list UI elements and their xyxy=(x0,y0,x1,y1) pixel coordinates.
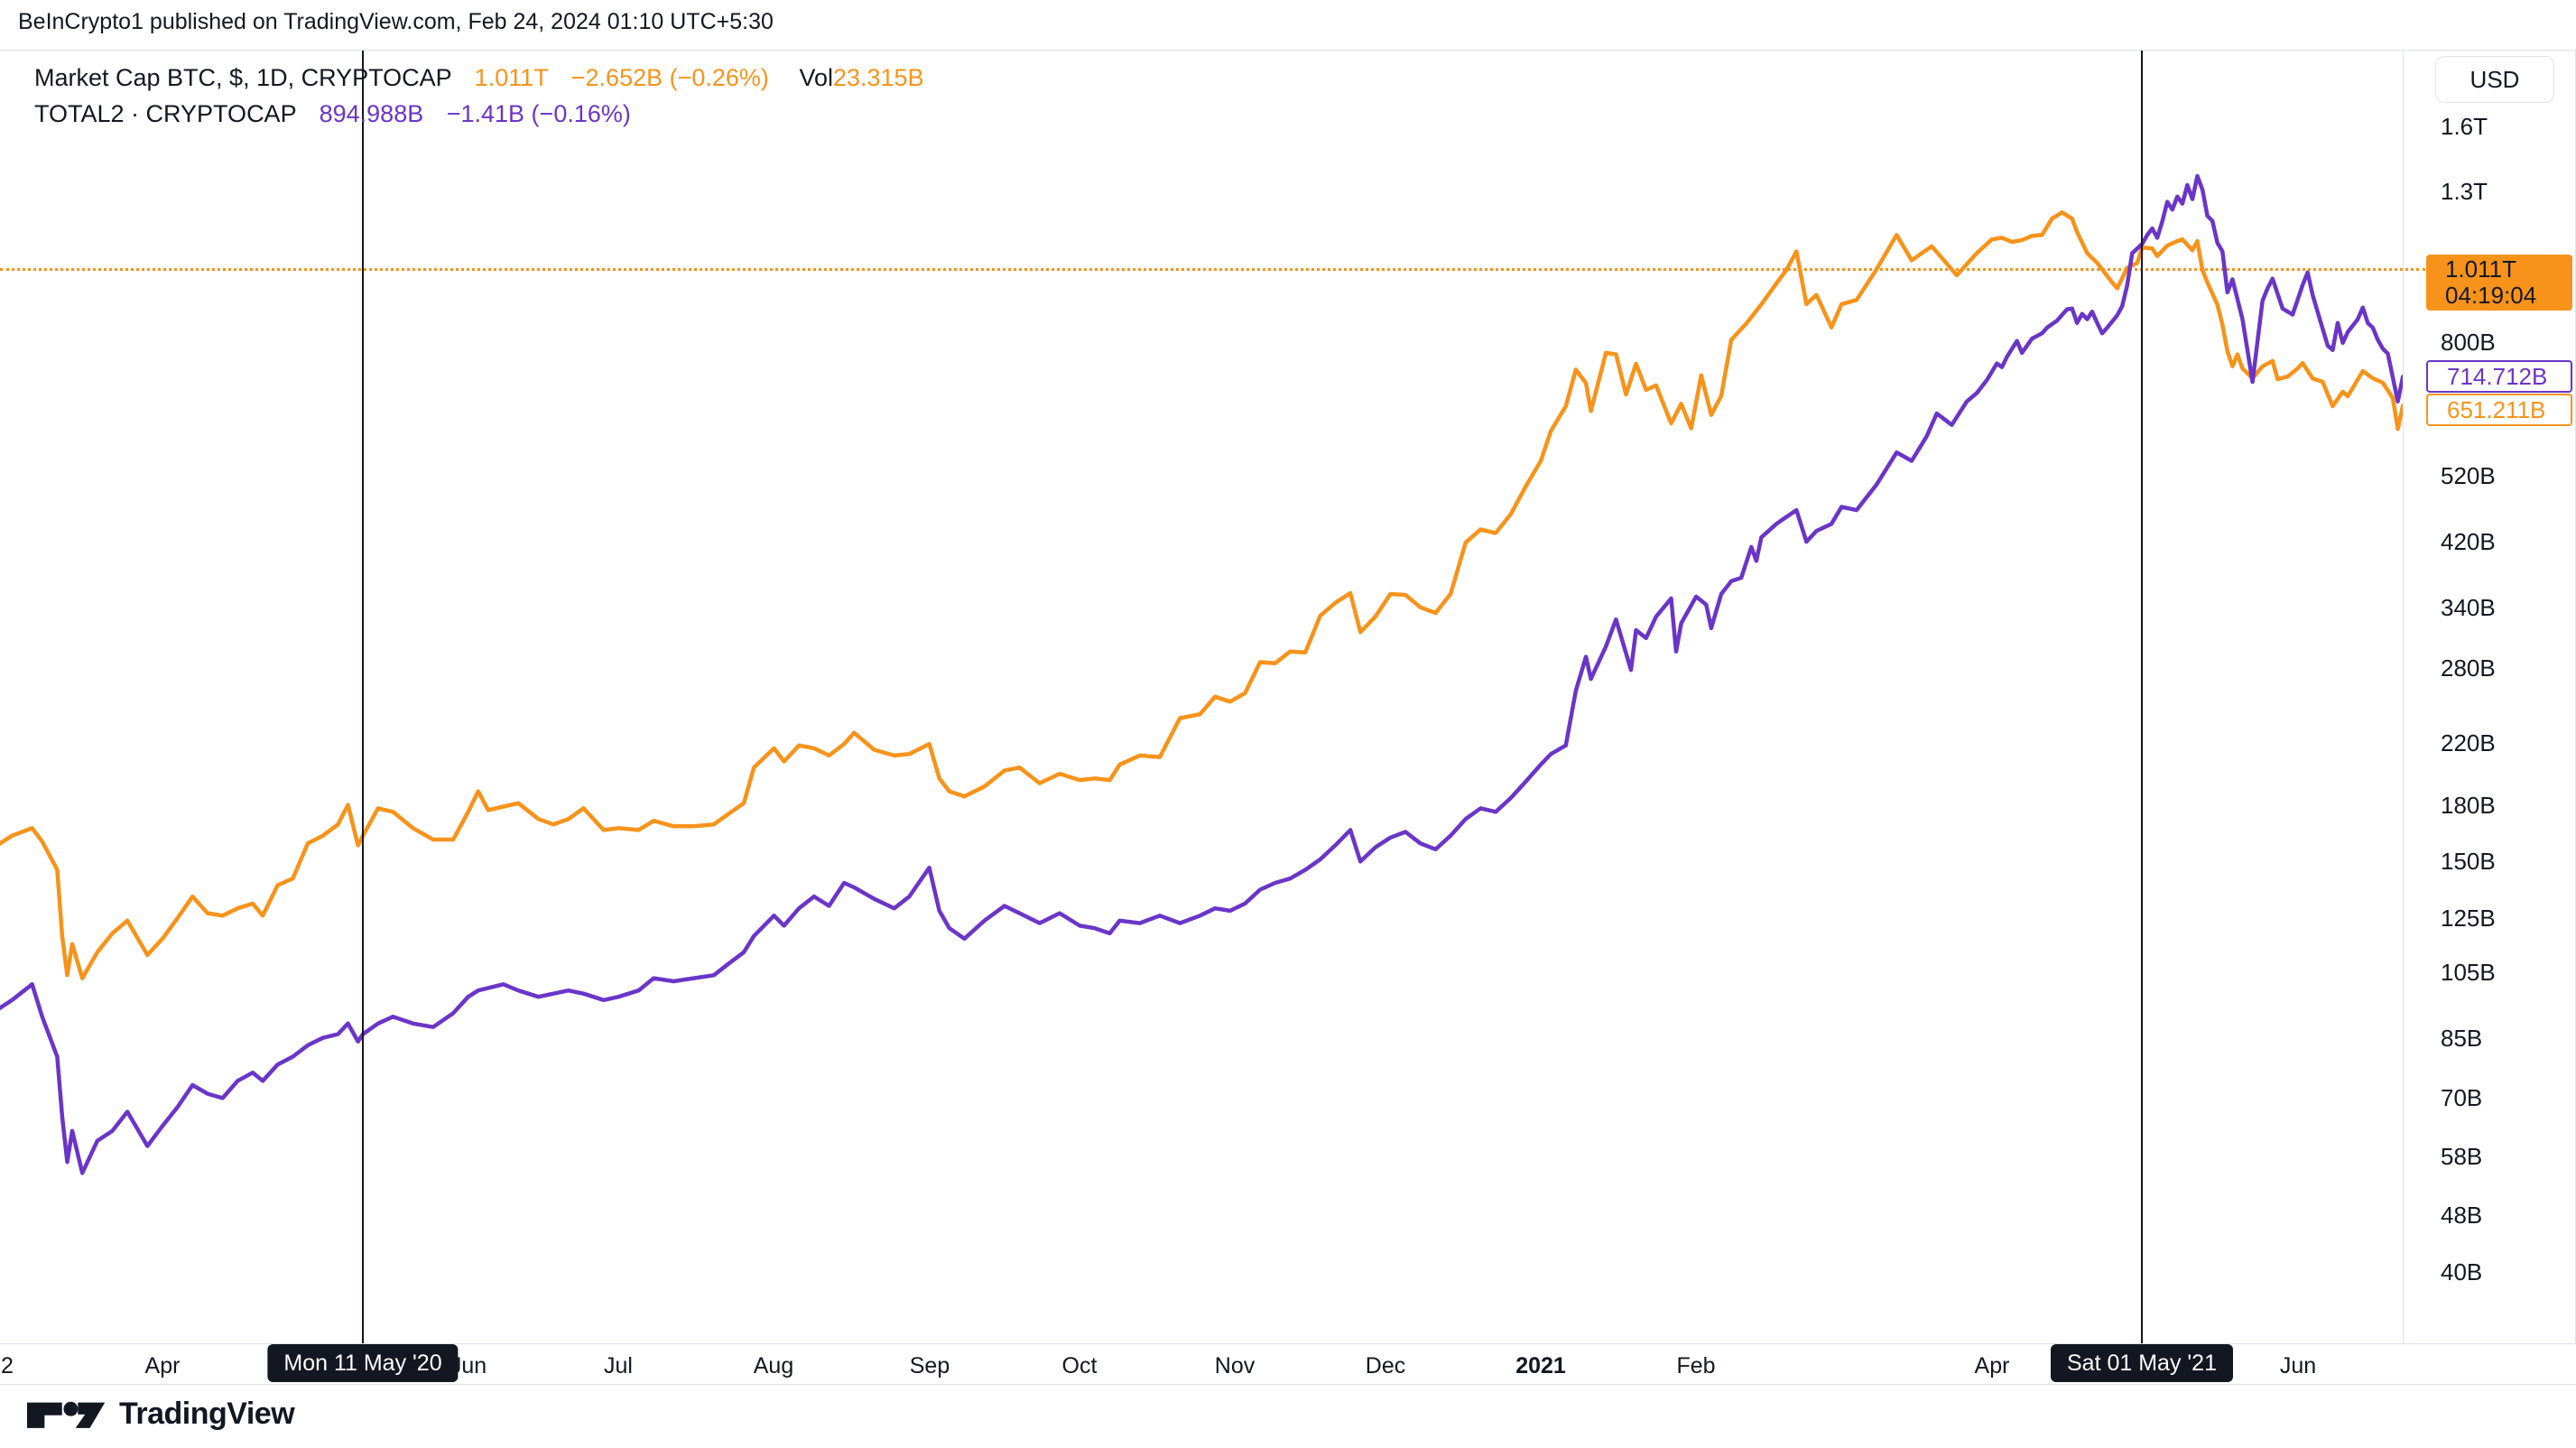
crosshair-line-2020-05-11 xyxy=(362,51,365,1343)
tradingview-branding[interactable]: TradingView xyxy=(27,1396,295,1432)
price-tick-85B: 85B xyxy=(2441,1024,2483,1052)
btc-marketcap-line xyxy=(0,210,2403,980)
tradingview-logo-icon xyxy=(27,1401,106,1428)
last-price-dotted-line xyxy=(0,268,2425,271)
countdown-timer: 04:19:04 xyxy=(2445,282,2537,309)
price-tick-800B: 800B xyxy=(2441,328,2496,356)
legend-row-btc[interactable]: Market Cap BTC, $, 1D, CRYPTOCAP 1.011T … xyxy=(34,60,924,96)
price-tick-340B: 340B xyxy=(2441,593,2496,621)
time-label-Dec: Dec xyxy=(1365,1353,1406,1378)
price-tick-1.6T: 1.6T xyxy=(2441,113,2488,141)
time-label-2: 2 xyxy=(1,1353,14,1378)
time-label-2021: 2021 xyxy=(1515,1353,1566,1378)
price-tick-40B: 40B xyxy=(2441,1258,2483,1286)
crosshair-line-2021-05-01 xyxy=(2141,51,2144,1343)
time-scale-axis[interactable]: 2 Apr Jun Jul Aug Sep Oct Nov Dec 2021 Feb Apr Jun M… xyxy=(0,1343,2576,1384)
legend-btc-value: 1.011T xyxy=(474,64,549,91)
price-tick-1.3T: 1.3T xyxy=(2441,177,2488,205)
time-label-Apr: Apr xyxy=(144,1353,181,1378)
legend-total2-value: 894.988B xyxy=(319,100,424,127)
time-label-Nov: Nov xyxy=(1214,1353,1256,1378)
price-tick-58B: 58B xyxy=(2441,1143,2483,1171)
price-tick-48B: 48B xyxy=(2441,1202,2483,1230)
chart-top-border xyxy=(0,50,2576,51)
time-label-Jul: Jul xyxy=(604,1353,633,1378)
price-tick-220B: 220B xyxy=(2441,729,2496,756)
price-tick-420B: 420B xyxy=(2441,528,2496,556)
legend-vol-value: 23.315B xyxy=(832,64,924,91)
chart-plot-area[interactable] xyxy=(0,0,2403,1342)
price-tick-125B: 125B xyxy=(2441,905,2496,932)
legend-btc-title: Market Cap BTC, $, 1D, CRYPTOCAP xyxy=(34,64,452,91)
legend-total2-change: −1.41B (−0.16%) xyxy=(446,100,631,127)
published-header: BeInCrypto1 published on TradingView.com… xyxy=(18,9,774,34)
countdown-price: 1.011T xyxy=(2445,255,2517,283)
crosshair-date-badge: Mon 11 May '20 xyxy=(267,1344,459,1382)
footer-separator xyxy=(0,1384,2576,1385)
price-tick-280B: 280B xyxy=(2441,654,2496,682)
time-label-Jun: Jun xyxy=(2279,1353,2317,1378)
price-tick-70B: 70B xyxy=(2441,1084,2483,1112)
tradingview-wordmark: TradingView xyxy=(119,1396,295,1431)
time-label-Apr: Apr xyxy=(1974,1353,2010,1378)
btc-last-price-countdown-badge: 1.011T 04:19:04 xyxy=(2426,255,2572,311)
price-scale-axis[interactable]: USD 1.6T 1.3T 800B 520B 420B 340B 280B 220B 180B… xyxy=(2403,50,2576,1343)
time-label-Sep: Sep xyxy=(909,1353,950,1378)
legend-total2-title: TOTAL2 · CRYPTOCAP xyxy=(34,100,297,127)
time-label-Feb: Feb xyxy=(1676,1353,1716,1378)
chart-legend: Market Cap BTC, $, 1D, CRYPTOCAP 1.011T … xyxy=(34,60,924,132)
price-tick-105B: 105B xyxy=(2441,958,2496,986)
crosshair-date-badge: Sat 01 May '21 xyxy=(2051,1344,2233,1382)
legend-vol-label: Vol xyxy=(799,64,833,91)
legend-row-total2[interactable]: TOTAL2 · CRYPTOCAP 894.988B −1.41B (−0.1… xyxy=(34,96,924,132)
legend-btc-change: −2.652B (−0.26%) xyxy=(570,64,769,91)
time-label-Oct: Oct xyxy=(1061,1353,1098,1378)
price-tick-520B: 520B xyxy=(2441,461,2496,489)
btc-last-price-badge: 651.211B xyxy=(2426,394,2572,427)
total2-line xyxy=(0,173,2403,1175)
time-axis-separator xyxy=(0,1343,2576,1344)
price-tick-150B: 150B xyxy=(2441,848,2496,876)
time-label-Aug: Aug xyxy=(753,1353,794,1378)
currency-usd-button[interactable]: USD xyxy=(2435,56,2554,103)
price-tick-180B: 180B xyxy=(2441,791,2496,819)
total2-last-price-badge: 714.712B xyxy=(2426,360,2572,394)
